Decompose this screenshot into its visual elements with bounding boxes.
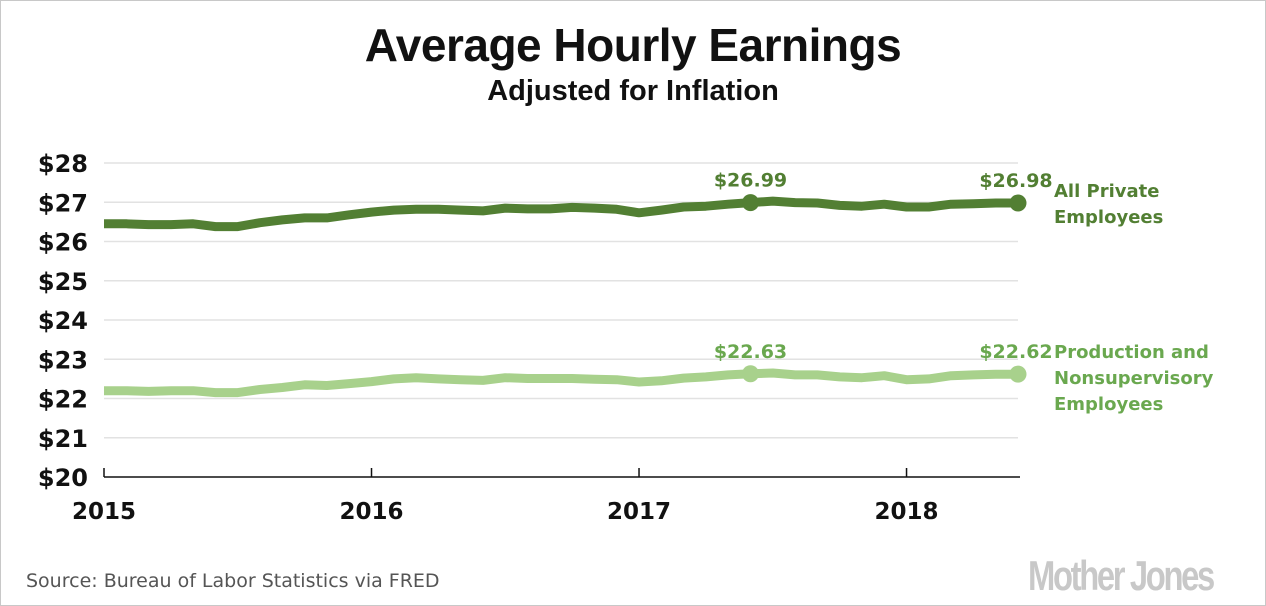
y-tick-label: $23 [38, 346, 88, 374]
data-label: $22.63 [714, 341, 787, 363]
x-tick-label: 2016 [340, 499, 404, 525]
y-tick-label: $27 [38, 189, 88, 217]
chart-title: Average Hourly Earnings [364, 19, 902, 71]
legend-entry-0: All Private Employees [1054, 179, 1163, 231]
y-tick-label: $28 [38, 150, 88, 178]
series-line-0 [104, 196, 1018, 232]
y-tick-label: $20 [38, 464, 88, 492]
legend-line: Nonsupervisory [1054, 368, 1214, 389]
annotation-marker [1009, 365, 1027, 383]
legend-line: Production and [1054, 342, 1209, 363]
x-tick-label: 2017 [607, 499, 671, 525]
chart-subtitle: Adjusted for Inflation [487, 75, 779, 107]
annotation-marker [1009, 194, 1027, 212]
series-lines [103, 196, 1019, 398]
series-markers [741, 194, 1027, 383]
data-label: $22.62 [979, 341, 1052, 363]
data-label: $26.98 [979, 170, 1052, 192]
gridlines [104, 162, 1018, 439]
x-tick-label: 2015 [72, 499, 136, 525]
x-axis: 2015 2016 2017 2018 [72, 468, 1020, 525]
x-tick-label: 2018 [875, 499, 939, 525]
legend-line: All Private [1054, 181, 1160, 202]
legend-line: Employees [1054, 394, 1164, 415]
series-line-1 [104, 368, 1018, 398]
y-tick-label: $24 [38, 307, 88, 335]
legend-line: Employees [1054, 207, 1164, 228]
y-tick-label: $21 [38, 425, 88, 453]
legend-entry-1: Production and Nonsupervisory Employees [1054, 340, 1213, 418]
annotation-marker [741, 365, 759, 383]
source-note: Source: Bureau of Labor Statistics via F… [26, 570, 440, 592]
y-tick-label: $22 [38, 386, 88, 414]
mother-jones-logo: Mother Jones [1028, 552, 1215, 599]
y-tick-label: $25 [38, 268, 88, 296]
y-tick-label: $26 [38, 229, 88, 257]
data-label: $26.99 [714, 170, 787, 192]
annotation-marker [741, 194, 759, 212]
data-labels: $26.99 $26.98 $22.63 $22.62 [714, 170, 1053, 364]
y-axis-ticks: $20 $21 $22 $23 $24 $25 $26 $27 $28 [38, 150, 88, 492]
